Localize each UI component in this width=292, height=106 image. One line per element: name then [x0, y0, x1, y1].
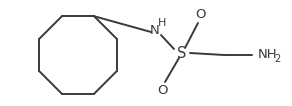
Text: NH: NH	[258, 49, 278, 61]
Text: N: N	[150, 24, 160, 36]
Text: S: S	[177, 45, 187, 61]
Text: O: O	[195, 8, 205, 22]
Text: 2: 2	[274, 54, 280, 64]
Text: O: O	[158, 84, 168, 96]
Text: H: H	[158, 18, 166, 28]
